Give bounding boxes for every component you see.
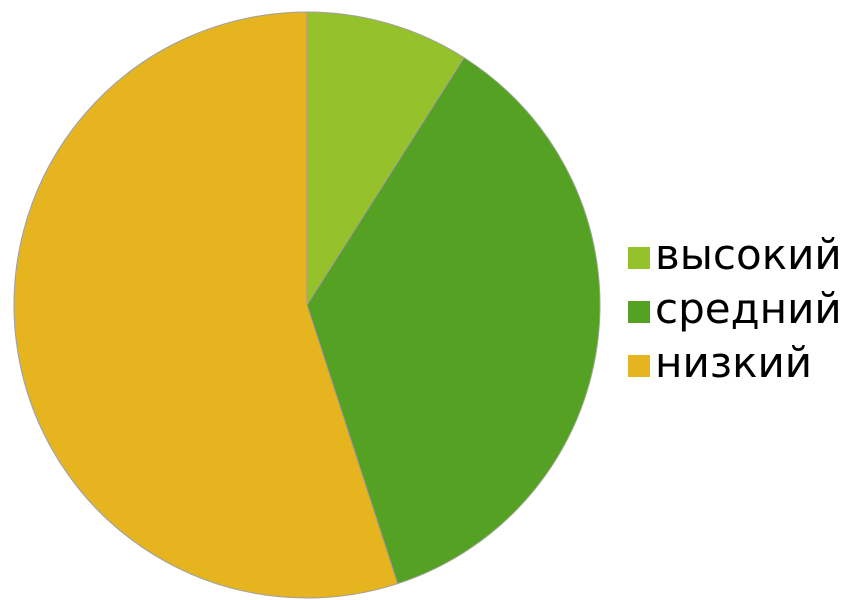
- legend-item-low: низкий: [628, 336, 842, 390]
- legend-item-medium: средний: [628, 282, 842, 336]
- legend-label-high: высокий: [655, 230, 842, 279]
- pie-slice-low: [13, 11, 399, 599]
- legend-label-medium: средний: [655, 284, 842, 333]
- legend-swatch-high: [628, 247, 650, 269]
- legend-label-low: низкий: [655, 338, 813, 387]
- legend-item-high: высокий: [628, 228, 842, 282]
- pie-slice-medium: [306, 56, 601, 585]
- legend: высокий средний низкий: [628, 228, 842, 390]
- legend-swatch-medium: [628, 301, 650, 323]
- pie-slice-high: [306, 11, 465, 307]
- legend-swatch-low: [628, 355, 650, 377]
